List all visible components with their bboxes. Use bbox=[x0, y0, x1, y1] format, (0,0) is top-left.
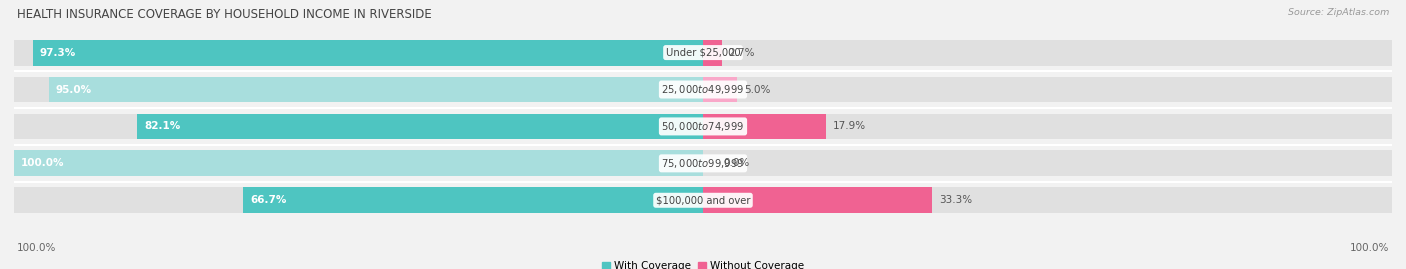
Bar bbox=[703, 114, 827, 139]
Bar bbox=[14, 114, 1392, 139]
Text: 95.0%: 95.0% bbox=[55, 84, 91, 94]
Text: 100.0%: 100.0% bbox=[21, 158, 65, 168]
Text: 100.0%: 100.0% bbox=[1350, 243, 1389, 253]
Bar bbox=[703, 187, 932, 213]
Text: $25,000 to $49,999: $25,000 to $49,999 bbox=[661, 83, 745, 96]
Text: 17.9%: 17.9% bbox=[834, 121, 866, 132]
Text: Under $25,000: Under $25,000 bbox=[665, 48, 741, 58]
Bar bbox=[48, 77, 703, 102]
Text: 33.3%: 33.3% bbox=[939, 195, 973, 205]
Text: 0.0%: 0.0% bbox=[724, 158, 749, 168]
Bar bbox=[14, 40, 1392, 66]
Bar bbox=[703, 40, 721, 66]
Bar bbox=[14, 150, 1392, 176]
Text: 5.0%: 5.0% bbox=[744, 84, 770, 94]
Text: 2.7%: 2.7% bbox=[728, 48, 755, 58]
Bar bbox=[703, 77, 738, 102]
Text: $100,000 and over: $100,000 and over bbox=[655, 195, 751, 205]
Text: 82.1%: 82.1% bbox=[145, 121, 180, 132]
Bar bbox=[243, 187, 703, 213]
Text: 66.7%: 66.7% bbox=[250, 195, 287, 205]
Text: $50,000 to $74,999: $50,000 to $74,999 bbox=[661, 120, 745, 133]
Bar bbox=[138, 114, 703, 139]
Bar bbox=[32, 40, 703, 66]
Bar bbox=[14, 187, 1392, 213]
Bar bbox=[14, 77, 1392, 102]
Text: Source: ZipAtlas.com: Source: ZipAtlas.com bbox=[1288, 8, 1389, 17]
Text: $75,000 to $99,999: $75,000 to $99,999 bbox=[661, 157, 745, 170]
Legend: With Coverage, Without Coverage: With Coverage, Without Coverage bbox=[598, 257, 808, 269]
Text: HEALTH INSURANCE COVERAGE BY HOUSEHOLD INCOME IN RIVERSIDE: HEALTH INSURANCE COVERAGE BY HOUSEHOLD I… bbox=[17, 8, 432, 21]
Text: 97.3%: 97.3% bbox=[39, 48, 76, 58]
Bar bbox=[14, 150, 703, 176]
Text: 100.0%: 100.0% bbox=[17, 243, 56, 253]
